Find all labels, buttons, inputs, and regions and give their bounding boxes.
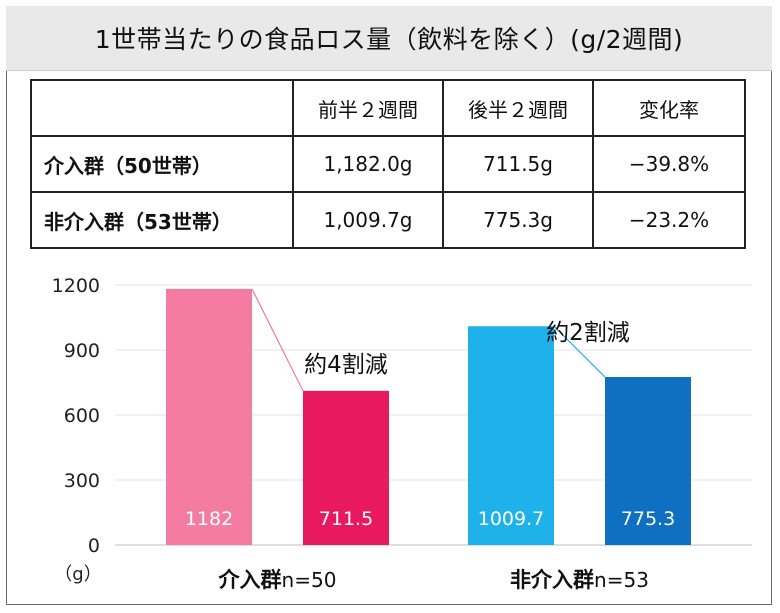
y-tick-label: 0 bbox=[88, 535, 100, 557]
table-header-change-rate: 変化率 bbox=[592, 79, 746, 137]
cell-second-half: 711.5g bbox=[442, 135, 594, 193]
cell-change-rate: −23.2% bbox=[592, 191, 746, 249]
cell-change-rate: −39.8% bbox=[592, 135, 746, 193]
y-tick-label: 900 bbox=[64, 340, 100, 362]
bar-data-label: 1182 bbox=[185, 508, 233, 530]
chart-title: 1世帯当たりの食品ロス量（飲料を除く）(g/2週間) bbox=[94, 25, 684, 54]
bar bbox=[303, 390, 389, 545]
table-row: 介入群（50世帯） 1,182.0g 711.5g −39.8% bbox=[30, 135, 746, 193]
y-tick-label: 300 bbox=[64, 470, 100, 492]
table-header-empty bbox=[30, 79, 294, 137]
cell-second-half: 775.3g bbox=[442, 191, 594, 249]
connector-line bbox=[553, 325, 606, 378]
bar bbox=[166, 288, 252, 545]
bar-data-label: 711.5 bbox=[319, 508, 373, 530]
annotation-label: 約4割減 bbox=[304, 352, 388, 378]
title-bar: 1世帯当たりの食品ロス量（飲料を除く）(g/2週間) bbox=[6, 6, 772, 71]
bar bbox=[468, 326, 554, 545]
table-header-second-half: 後半２週間 bbox=[442, 79, 594, 137]
bar bbox=[605, 377, 691, 545]
cell-first-half: 1,009.7g bbox=[292, 191, 444, 249]
y-tick-label: 600 bbox=[64, 405, 100, 427]
bar-data-label: 775.3 bbox=[621, 508, 675, 530]
category-label: 介入群n=50 bbox=[218, 568, 337, 592]
annotation-label: 約2割減 bbox=[546, 320, 630, 346]
category-label: 非介入群n=53 bbox=[510, 568, 649, 592]
y-tick-label: 1200 bbox=[52, 275, 100, 297]
row-label-intervention: 介入群（50世帯） bbox=[30, 135, 294, 193]
table-row: 非介入群（53世帯） 1,009.7g 775.3g −23.2% bbox=[30, 191, 746, 249]
table-header-row: 前半２週間 後半２週間 変化率 bbox=[30, 79, 746, 137]
connector-line bbox=[251, 288, 304, 392]
row-label-non-intervention: 非介入群（53世帯） bbox=[30, 191, 294, 249]
bar-data-label: 1009.7 bbox=[478, 508, 544, 530]
summary-table: 前半２週間 後半２週間 変化率 介入群（50世帯） 1,182.0g 711.5… bbox=[30, 79, 746, 249]
y-axis-unit-label: （g） bbox=[54, 564, 101, 585]
table-header-first-half: 前半２週間 bbox=[292, 79, 444, 137]
cell-first-half: 1,182.0g bbox=[292, 135, 444, 193]
